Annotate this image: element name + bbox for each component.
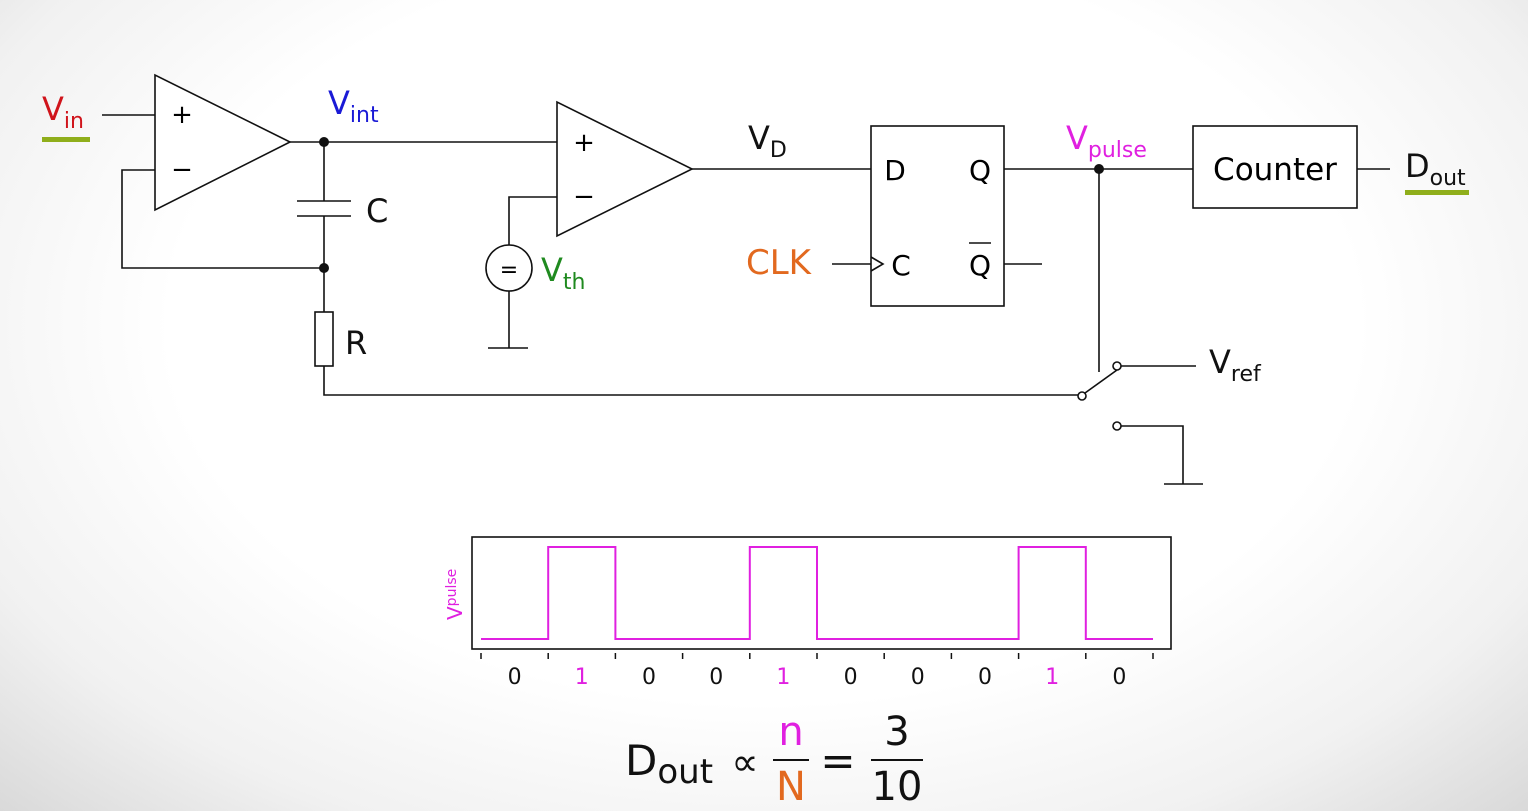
ff-qbar-pin: Q xyxy=(969,249,991,282)
bit-label: 0 xyxy=(709,665,723,690)
threshold-voltage-source: = xyxy=(485,244,533,292)
bit-label: 0 xyxy=(978,665,992,690)
comparator-opamp: + − xyxy=(556,100,694,238)
switch-ground-contact xyxy=(1112,421,1122,431)
capacitor-label: C xyxy=(366,192,388,230)
junction-dot-vint xyxy=(319,137,329,147)
formula-lhs: Dout xyxy=(625,736,713,792)
pulse-chart-frame xyxy=(471,536,1172,650)
switch-common-contact xyxy=(1077,391,1087,401)
ff-q-pin: Q xyxy=(969,154,991,187)
pulse-chart: Vpulse 0 1 0 0 1 0 0 0 1 0 xyxy=(443,536,1172,690)
pulse-waveform xyxy=(481,546,1153,640)
formula: Dout ∝ n N = 3 10 xyxy=(625,709,923,810)
formula-proportional: ∝ xyxy=(731,740,758,784)
vref-label: Vref xyxy=(1209,343,1262,387)
dout-underline xyxy=(1405,190,1469,195)
clock-edge-marker xyxy=(870,256,885,272)
junction-dot-feedback xyxy=(319,263,329,273)
ff-d-pin: D xyxy=(884,154,906,187)
vin-underline xyxy=(42,137,90,142)
counter-label: Counter xyxy=(1213,152,1337,188)
bit-label: 1 xyxy=(776,665,790,690)
vpulse-label: Vpulse xyxy=(1066,119,1147,163)
clk-label: CLK xyxy=(746,243,813,283)
bit-label: 0 xyxy=(508,665,522,690)
bit-label: 1 xyxy=(575,665,589,690)
ff-c-pin: C xyxy=(891,249,911,282)
resistor xyxy=(314,311,334,367)
vint-label: Vint xyxy=(328,84,379,128)
switch-vref-contact xyxy=(1112,361,1122,371)
bit-label: 0 xyxy=(642,665,656,690)
source-equals-symbol: = xyxy=(500,258,518,283)
vd-label: VD xyxy=(748,119,787,163)
bit-label: 0 xyxy=(1112,665,1126,690)
vth-label: Vth xyxy=(541,251,585,295)
bit-label: 1 xyxy=(1045,665,1059,690)
junction-dot-vpulse xyxy=(1094,164,1104,174)
integrator-minus: − xyxy=(171,155,193,185)
pulse-marks: 0 1 0 0 1 0 0 0 1 0 xyxy=(480,546,1154,690)
vin-label: Vin xyxy=(42,90,84,134)
formula-numerator-3: 3 xyxy=(884,709,909,755)
d-flip-flop: D Q C Q xyxy=(870,125,1005,307)
bit-label: 0 xyxy=(844,665,858,690)
resistor-label: R xyxy=(345,324,367,362)
formula-numerator-n: n xyxy=(778,709,803,755)
comparator-plus: + xyxy=(573,128,595,158)
dout-label: Dout xyxy=(1405,147,1466,191)
formula-denominator-10: 10 xyxy=(872,764,923,810)
formula-equals: = xyxy=(820,736,855,785)
formula-denominator-N: N xyxy=(776,764,806,810)
counter-block: Counter xyxy=(1192,125,1358,209)
pulse-chart-ylabel: Vpulse xyxy=(443,569,467,620)
integrator-plus: + xyxy=(171,100,193,130)
comparator-minus: − xyxy=(573,182,595,212)
bit-label: 0 xyxy=(911,665,925,690)
capacitor xyxy=(297,200,351,217)
integrator-opamp: + − xyxy=(154,73,292,212)
